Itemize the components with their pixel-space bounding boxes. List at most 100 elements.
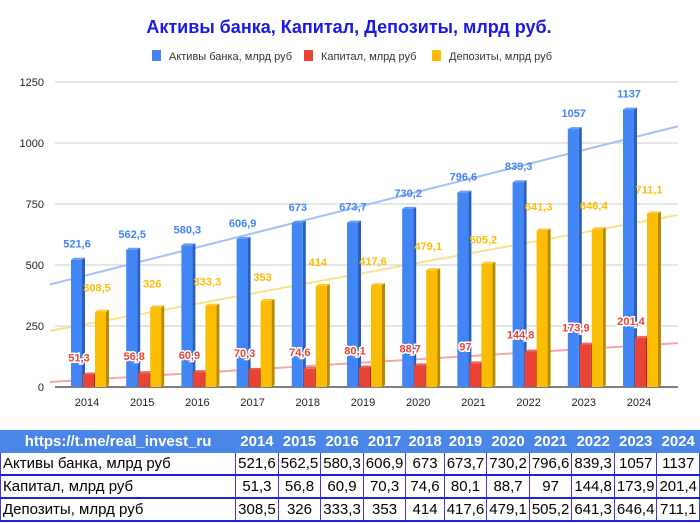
channel-link[interactable]: https://t.me/real_invest_ru bbox=[0, 430, 237, 453]
table-year-header: 2017 bbox=[362, 430, 407, 453]
table-cell: 60,9 bbox=[320, 474, 364, 499]
table-cell: 505,2 bbox=[528, 497, 573, 522]
data-label: 326 bbox=[143, 278, 161, 290]
bar-top bbox=[181, 243, 196, 246]
y-tick-label: 1000 bbox=[20, 138, 44, 150]
bar-top bbox=[402, 206, 417, 209]
bar-top bbox=[138, 371, 153, 374]
x-tick-label: 2015 bbox=[130, 397, 154, 409]
bar-top bbox=[347, 220, 361, 223]
x-tick-label: 2024 bbox=[627, 397, 651, 409]
data-label: 796,6 bbox=[450, 172, 478, 184]
data-label: 646,4 bbox=[580, 200, 608, 212]
bar-2-2022 bbox=[536, 230, 548, 387]
x-tick-label: 2023 bbox=[572, 397, 596, 409]
table-cell: 74,6 bbox=[405, 474, 445, 499]
table-cell: 56,8 bbox=[277, 474, 322, 499]
table-cell: 606,9 bbox=[362, 452, 407, 476]
bar-2-2024 bbox=[647, 213, 658, 387]
legend-label: Депозиты, млрд руб bbox=[449, 51, 552, 63]
table-cell: 144,8 bbox=[571, 474, 615, 499]
data-label: 201,4 bbox=[617, 316, 645, 328]
bar-0-2023 bbox=[567, 129, 579, 388]
bar-top bbox=[359, 365, 373, 368]
table-cell: 673 bbox=[405, 452, 445, 476]
table-cell: 201,4 bbox=[656, 474, 700, 499]
bar-top bbox=[591, 227, 606, 230]
bar-top bbox=[95, 309, 109, 312]
table-year-header: 2024 bbox=[656, 430, 700, 453]
bar-top bbox=[414, 363, 429, 366]
table-year-header: 2018 bbox=[405, 430, 445, 453]
table-year-header: 2022 bbox=[571, 430, 615, 453]
bar-0-2024 bbox=[623, 109, 634, 388]
y-tick-label: 500 bbox=[26, 260, 44, 272]
data-label: 173,9 bbox=[562, 323, 590, 335]
bar-1-2016 bbox=[193, 372, 205, 387]
y-tick-label: 1250 bbox=[20, 77, 44, 89]
table-cell: 673,7 bbox=[443, 452, 488, 476]
table-row: Активы банка, млрд руб 521,6 562,5 580,3 606… bbox=[0, 452, 700, 476]
bar-top bbox=[512, 180, 527, 183]
bar-side bbox=[271, 298, 275, 387]
bar-1-2019 bbox=[359, 367, 370, 387]
table-year-header: 2023 bbox=[613, 430, 658, 453]
table-cell: 796,6 bbox=[528, 452, 573, 476]
bar-side bbox=[82, 257, 85, 387]
table-cell: 1137 bbox=[656, 452, 700, 476]
data-label: 562,5 bbox=[118, 229, 146, 241]
bar-side bbox=[547, 228, 551, 387]
data-label: 308,5 bbox=[83, 283, 111, 295]
bar-2-2017 bbox=[260, 300, 272, 387]
bar-top bbox=[579, 342, 594, 345]
data-label: 333,3 bbox=[194, 277, 222, 289]
x-tick-label: 2016 bbox=[185, 397, 209, 409]
table-row: Депозиты, млрд руб 308,5 326 333,3 353 414 417… bbox=[0, 497, 700, 522]
table-row-label: Капитал, млрд руб bbox=[0, 474, 237, 499]
table-year-header: 2016 bbox=[320, 430, 364, 453]
data-label: 839,3 bbox=[505, 161, 533, 173]
data-label: 606,9 bbox=[229, 218, 257, 230]
table-cell: 562,5 bbox=[277, 452, 322, 476]
data-label: 60,9 bbox=[179, 350, 200, 362]
bar-0-2015 bbox=[126, 249, 138, 387]
bar-0-2019 bbox=[347, 222, 358, 387]
bar-side bbox=[216, 303, 220, 387]
bar-2-2020 bbox=[426, 270, 438, 387]
data-label: 711,1 bbox=[636, 184, 663, 196]
table-cell: 580,3 bbox=[320, 452, 364, 476]
table-cell: 414 bbox=[405, 497, 445, 522]
bar-top bbox=[260, 298, 275, 301]
x-tick-label: 2014 bbox=[75, 397, 99, 409]
bar-2-2021 bbox=[481, 263, 493, 387]
table-cell: 353 bbox=[362, 497, 407, 522]
bar-side bbox=[602, 227, 606, 387]
data-label: 51,3 bbox=[68, 352, 89, 364]
data-label: 505,2 bbox=[470, 235, 498, 247]
bar-2-2019 bbox=[371, 285, 382, 387]
legend-swatch bbox=[152, 50, 161, 61]
bar-top bbox=[469, 361, 484, 364]
bar-0-2014 bbox=[71, 259, 82, 387]
data-label: 521,6 bbox=[63, 239, 91, 251]
data-label: 479,1 bbox=[414, 241, 442, 253]
bar-top bbox=[426, 268, 441, 271]
bar-top bbox=[71, 257, 85, 260]
bar-top bbox=[205, 303, 220, 306]
bar-chart: Активы банка, Капитал, Депозиты, млрд ру… bbox=[20, 17, 679, 409]
bar-top bbox=[193, 370, 208, 373]
bar-0-2017 bbox=[236, 238, 248, 387]
data-label: 673,7 bbox=[339, 202, 367, 214]
table-cell: 730,2 bbox=[486, 452, 530, 476]
x-tick-label: 2022 bbox=[516, 397, 540, 409]
table-cell: 641,3 bbox=[571, 497, 615, 522]
bar-side bbox=[326, 283, 330, 387]
bar-0-2021 bbox=[457, 192, 469, 387]
bar-top bbox=[647, 211, 661, 214]
bar-2-2014 bbox=[95, 311, 106, 387]
y-tick-label: 0 bbox=[38, 382, 44, 394]
table-cell: 88,7 bbox=[486, 474, 530, 499]
table-cell: 521,6 bbox=[235, 452, 279, 476]
data-label: 88,7 bbox=[399, 343, 420, 355]
bar-1-2024 bbox=[635, 337, 646, 387]
